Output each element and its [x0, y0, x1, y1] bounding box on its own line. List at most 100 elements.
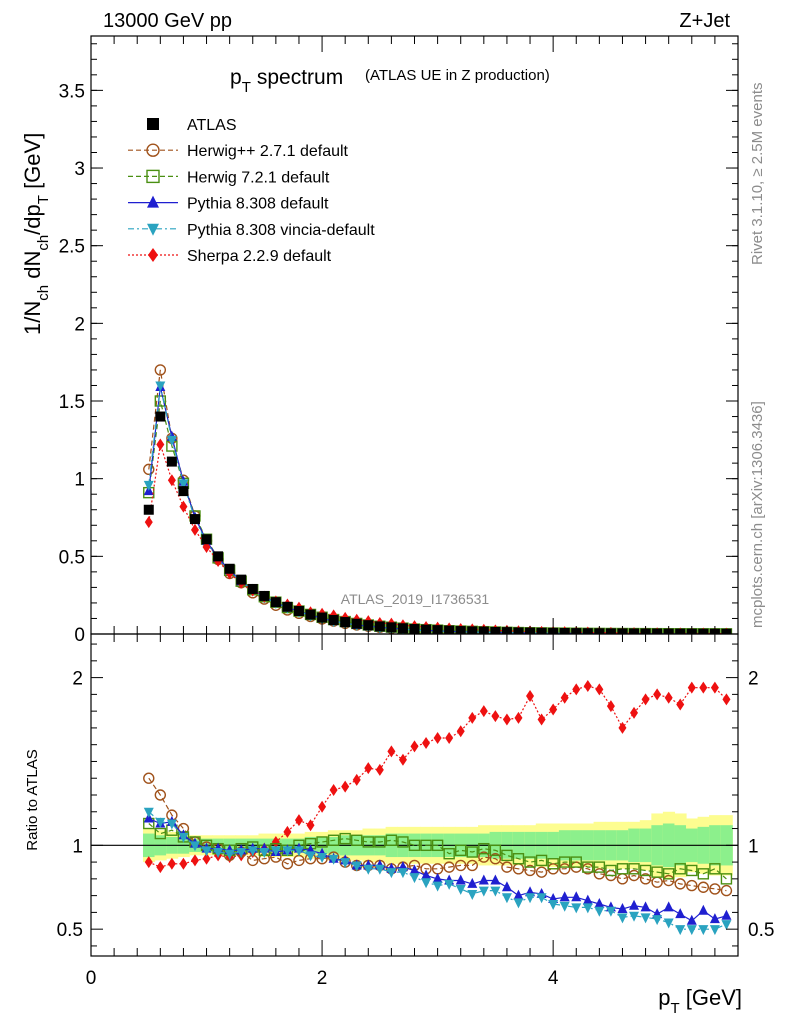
ratio-point-herwigpp: [281, 858, 294, 870]
ratio-point-vincia: [559, 901, 570, 912]
side-text-mcplots: mcplots.cern.ch [arXiv:1306.3436]: [749, 401, 766, 628]
ratio-point-vincia: [513, 898, 524, 909]
main-point-ATLAS: [224, 563, 235, 574]
ratio-point-vincia: [432, 881, 443, 892]
ratio-point-herwigpp: [720, 884, 733, 897]
main-plot-area: 0 0.5 1 1.5 2 2.5 3 3.5 pT spectrum (ATLAS UE in…: [20, 35, 739, 646]
ratio-point-py8: [455, 874, 466, 885]
header-energy: 13000 GeV pp: [103, 10, 232, 32]
ratio-point-herwigpp: [478, 851, 490, 863]
ratio-point-py8: [432, 872, 443, 883]
ratio-point-py8: [698, 904, 709, 915]
ratio-point-sherpa: [468, 711, 477, 724]
ratio-point-vincia: [582, 903, 593, 914]
ratio-point-vincia: [652, 915, 663, 926]
ratio-point-herwig7: [616, 863, 629, 875]
ratio-point-herwigpp: [466, 859, 478, 872]
ratio-point-sherpa: [144, 856, 153, 869]
main-point-ATLAS: [178, 486, 189, 497]
legend-marker-vincia: [147, 223, 159, 236]
ratio-point-herwig7: [489, 844, 502, 857]
chart-subtitle: (ATLAS UE in Z production): [365, 67, 550, 84]
ratio-point-herwig7: [397, 836, 409, 848]
ratio-point-herwig7: [593, 861, 606, 873]
ratio-point-vincia: [374, 864, 385, 875]
main-y-tick-label: 0: [74, 625, 85, 646]
ratio-point-py8: [467, 877, 478, 888]
ratio-point-sherpa: [190, 854, 199, 867]
ratio-point-herwigpp: [524, 864, 536, 877]
x-tick-label: 2: [317, 968, 328, 989]
main-point-ATLAS: [213, 551, 224, 562]
ratio-point-py8: [501, 881, 512, 892]
ratio-point-sherpa: [156, 861, 165, 874]
main-y-tick-label: 1.5: [59, 392, 85, 413]
ratio-point-sherpa: [572, 683, 581, 696]
legend-label-py8: Pythia 8.308 default: [187, 196, 329, 213]
ratio-point-herwig7: [628, 863, 640, 875]
main-y-tick-label: 0.5: [59, 547, 85, 568]
ratio-point-herwig7: [327, 834, 340, 846]
ratio-point-sherpa: [710, 681, 719, 694]
ratio-point-herwigpp: [143, 772, 155, 784]
ratio-line-sherpa: [148, 685, 727, 868]
analysis-watermark: ATLAS_2019_I1736531: [341, 591, 490, 607]
ratio-point-vincia: [478, 886, 489, 897]
legend-label-sherpa: Sherpa 2.2.9 default: [187, 248, 332, 265]
main-point-ATLAS: [340, 617, 351, 628]
ratio-point-herwigpp: [616, 873, 629, 885]
ratio-point-herwig7: [420, 839, 432, 852]
main-point-ATLAS: [582, 628, 593, 634]
ratio-point-herwig7: [651, 866, 663, 878]
main-point-ATLAS: [675, 628, 686, 634]
main-point-ATLAS: [536, 627, 547, 634]
ratio-point-vincia: [363, 864, 374, 875]
x-tick-label: 4: [548, 968, 559, 989]
ratio-point-sherpa: [387, 745, 396, 758]
main-point-herwig7: [154, 395, 167, 407]
ratio-point-vincia: [629, 911, 640, 922]
main-point-ATLAS: [282, 601, 293, 612]
ratio-point-sherpa: [306, 819, 315, 832]
ratio-point-py8: [640, 901, 651, 912]
legend: ATLAS Herwig++ 2.7.1 default Herwig 7.2.1 …: [128, 117, 375, 265]
main-y-tick-label: 2: [74, 314, 85, 335]
ratio-point-sherpa: [687, 681, 696, 694]
ratio-point-vincia: [421, 878, 432, 889]
main-point-ATLAS: [317, 612, 328, 623]
main-point-ATLAS: [629, 628, 640, 634]
ratio-point-vincia: [166, 819, 177, 830]
ratio-y-tick-label: 1: [72, 836, 83, 857]
ratio-point-sherpa: [676, 698, 685, 711]
ratio-point-vincia: [340, 858, 351, 869]
main-y-tick-label: 3: [74, 159, 85, 180]
legend-label-herwigpp: Herwig++ 2.7.1 default: [187, 143, 349, 160]
header-process: Z+Jet: [679, 10, 730, 32]
ratio-point-herwig7: [339, 832, 351, 845]
legend-label-herwig7: Herwig 7.2.1 default: [187, 169, 330, 186]
ratio-point-vincia: [224, 849, 235, 860]
ratio-point-vincia: [259, 848, 270, 859]
ratio-point-herwig7: [512, 853, 525, 865]
ratio-point-sherpa: [202, 852, 211, 865]
ratio-point-py8: [513, 889, 524, 900]
ratio-y-axis-label: Ratio to ATLAS: [24, 749, 41, 850]
main-point-ATLAS: [698, 628, 709, 634]
ratio-point-herwigpp: [628, 869, 640, 882]
ratio-point-sherpa: [329, 783, 338, 796]
ratio-point-herwigpp: [593, 868, 606, 880]
chart-title: pT spectrum: [230, 66, 343, 96]
ratio-point-py8: [675, 908, 686, 919]
ratio-point-vincia: [305, 851, 316, 862]
ratio-point-sherpa: [410, 740, 419, 753]
ratio-point-vincia: [536, 893, 547, 904]
ratio-point-vincia: [686, 925, 697, 936]
ratio-point-py8: [409, 864, 420, 875]
main-point-ATLAS: [721, 628, 732, 634]
main-point-herwigpp: [143, 463, 155, 476]
legend-marker-herwigpp: [146, 143, 160, 157]
x-axis-label: pT [GeV]: [658, 985, 742, 1017]
ratio-point-vincia: [247, 846, 258, 857]
main-point-ATLAS: [559, 628, 570, 634]
ratio-point-herwigpp: [489, 853, 502, 865]
